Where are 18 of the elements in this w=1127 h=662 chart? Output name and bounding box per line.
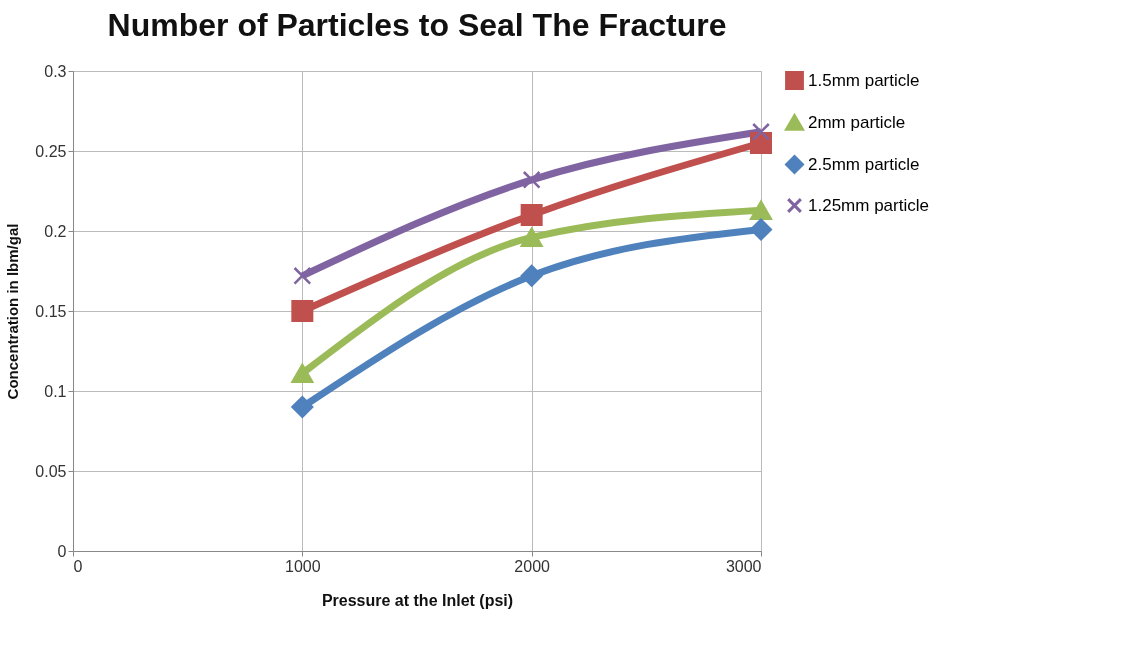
x-tick-label: 2000 xyxy=(514,557,551,575)
y-tick-label: 0.1 xyxy=(44,382,67,400)
y-axis-title: Concentration in lbm/gal xyxy=(4,223,22,400)
y-tick-label: 0.3 xyxy=(44,62,67,80)
legend-label: 2.5mm particle xyxy=(808,154,920,174)
y-tick-label: 0.2 xyxy=(44,222,67,240)
y-tick-label: 0.05 xyxy=(35,462,67,480)
legend-label: 2mm particle xyxy=(808,112,906,132)
y-tick-label: 0.15 xyxy=(35,302,67,320)
legend-label: 1.25mm particle xyxy=(808,195,929,215)
x-tick-label: 3000 xyxy=(725,557,762,575)
x-axis-title: Pressure at the Inlet (psi) xyxy=(321,591,514,609)
y-tick-label: 0 xyxy=(57,542,67,560)
legend-label: 1.5mm particle xyxy=(808,70,920,90)
chart-title: Number of Particles to Seal The Fracture xyxy=(107,7,727,43)
x-tick-label: 0 xyxy=(73,557,83,575)
x-tick-label: 1000 xyxy=(285,557,321,575)
y-tick-label: 0.25 xyxy=(35,142,67,160)
